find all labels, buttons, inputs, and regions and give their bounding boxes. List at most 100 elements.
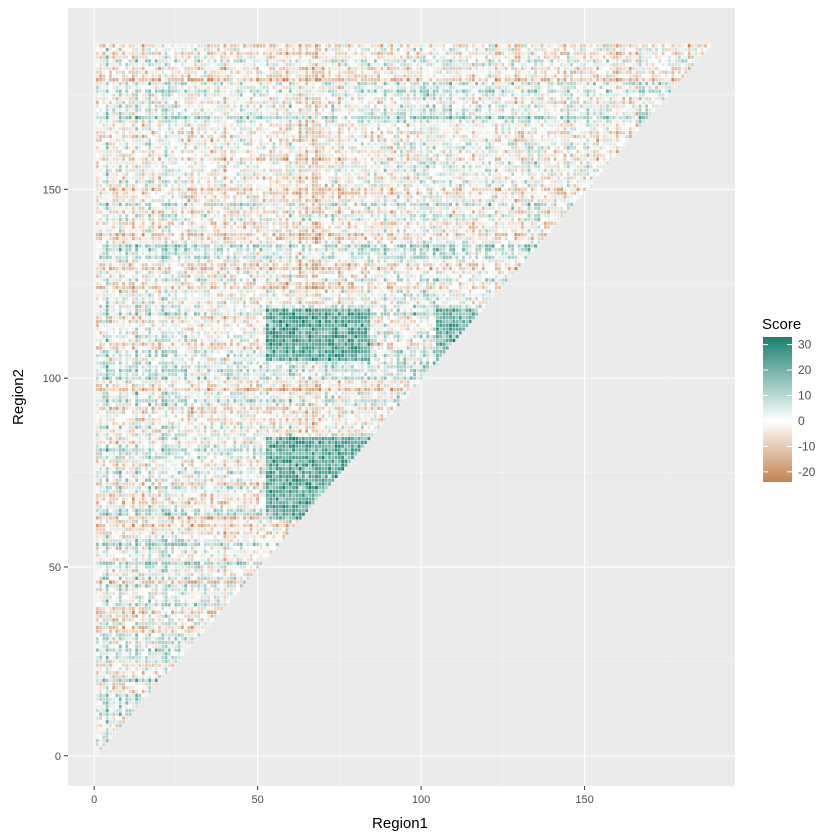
heatmap-tile (121, 576, 126, 581)
heatmap-tile (187, 478, 191, 483)
heatmap-tile (128, 447, 132, 452)
heatmap-tile (203, 493, 208, 498)
heatmap-tile (278, 406, 283, 411)
heatmap-tile (317, 421, 322, 426)
heatmap-tile (108, 534, 113, 539)
heatmap-tile (108, 647, 113, 653)
heatmap-tile (141, 579, 146, 585)
heatmap-tile (350, 410, 355, 415)
heatmap-tile (128, 444, 132, 449)
heatmap-tile (157, 546, 162, 551)
heatmap-tile (128, 576, 132, 581)
heatmap-tile (196, 436, 201, 441)
heatmap-tile (304, 478, 309, 483)
heatmap-tile (121, 444, 126, 449)
heatmap-tile (151, 383, 155, 388)
heatmap-tile (334, 436, 338, 441)
heatmap-tile (157, 583, 162, 588)
heatmap-tile (183, 636, 188, 641)
heatmap-tile (275, 421, 280, 426)
heatmap-tile (177, 613, 181, 619)
heatmap-tile (115, 428, 119, 434)
heatmap-tile (98, 387, 103, 392)
heatmap-tile (268, 523, 273, 528)
heatmap-tile (255, 413, 260, 418)
heatmap-tile (268, 383, 273, 388)
heatmap-tile (219, 561, 224, 566)
heatmap-tile (108, 576, 113, 581)
heatmap-tile (389, 394, 394, 400)
heatmap-tile (301, 462, 306, 468)
heatmap-tile (304, 444, 309, 449)
heatmap-tile (111, 470, 116, 475)
heatmap-tile (281, 440, 286, 445)
heatmap-tile (255, 478, 260, 483)
heatmap-tile (164, 651, 168, 656)
heatmap-tile (170, 542, 175, 547)
heatmap-tile (98, 428, 103, 434)
heatmap-tile (102, 697, 106, 702)
heatmap-tile (115, 500, 119, 505)
heatmap-tile (144, 379, 149, 384)
heatmap-tile (304, 417, 309, 422)
heatmap-tile (200, 579, 204, 585)
heatmap-tile (161, 500, 165, 505)
heatmap-tile (239, 546, 244, 551)
heatmap-tile (187, 508, 191, 513)
heatmap-tile (242, 564, 247, 570)
heatmap-tile (141, 561, 146, 566)
heatmap-tile (177, 379, 181, 384)
heatmap-tile (187, 617, 191, 622)
heatmap-tile (366, 428, 371, 434)
heatmap-tile (278, 496, 283, 502)
heatmap-tile (249, 383, 253, 388)
heatmap-tile (203, 557, 208, 562)
heatmap-tile (105, 508, 110, 513)
heatmap-tile (95, 681, 100, 687)
heatmap-tile (164, 549, 168, 554)
heatmap-tile (363, 432, 368, 437)
heatmap-tile (108, 564, 113, 570)
heatmap-tile (334, 447, 338, 452)
heatmap-tile (154, 621, 159, 626)
heatmap-tile (108, 663, 113, 668)
heatmap-tile (144, 625, 149, 630)
heatmap-tile (236, 561, 240, 566)
heatmap-tile (121, 394, 126, 400)
heatmap-tile (252, 428, 257, 434)
heatmap-tile (174, 655, 178, 660)
heatmap-tile (203, 564, 208, 570)
heatmap-tile (236, 504, 240, 509)
heatmap-tile (187, 455, 191, 460)
heatmap-tile (147, 606, 152, 611)
heatmap-tile (249, 417, 253, 422)
heatmap-tile (167, 591, 172, 596)
heatmap-tile (213, 534, 217, 539)
heatmap-tile (174, 489, 178, 494)
heatmap-tile (151, 451, 155, 456)
heatmap-tile (164, 647, 168, 653)
heatmap-tile (308, 451, 312, 456)
heatmap-tile (314, 459, 319, 464)
heatmap-tile (190, 500, 195, 505)
heatmap-tile (151, 485, 155, 490)
heatmap-tile (265, 496, 270, 502)
heatmap-tile (366, 425, 371, 430)
heatmap-tile (223, 557, 227, 562)
heatmap-tile (183, 504, 188, 509)
heatmap-tile (174, 387, 178, 392)
heatmap-tile (98, 689, 103, 694)
heatmap-tile (232, 394, 237, 400)
heatmap-tile (98, 670, 103, 675)
heatmap-tile (265, 410, 270, 415)
heatmap-tile (327, 444, 332, 449)
heatmap-tile (170, 625, 175, 630)
heatmap-tile (174, 459, 178, 464)
heatmap-tile (278, 410, 283, 415)
heatmap-tile (298, 391, 302, 396)
heatmap-tile (249, 436, 253, 441)
heatmap-tile (193, 591, 198, 596)
heatmap-tile (226, 391, 231, 396)
heatmap-tile (219, 421, 224, 426)
heatmap-tile (327, 402, 332, 407)
